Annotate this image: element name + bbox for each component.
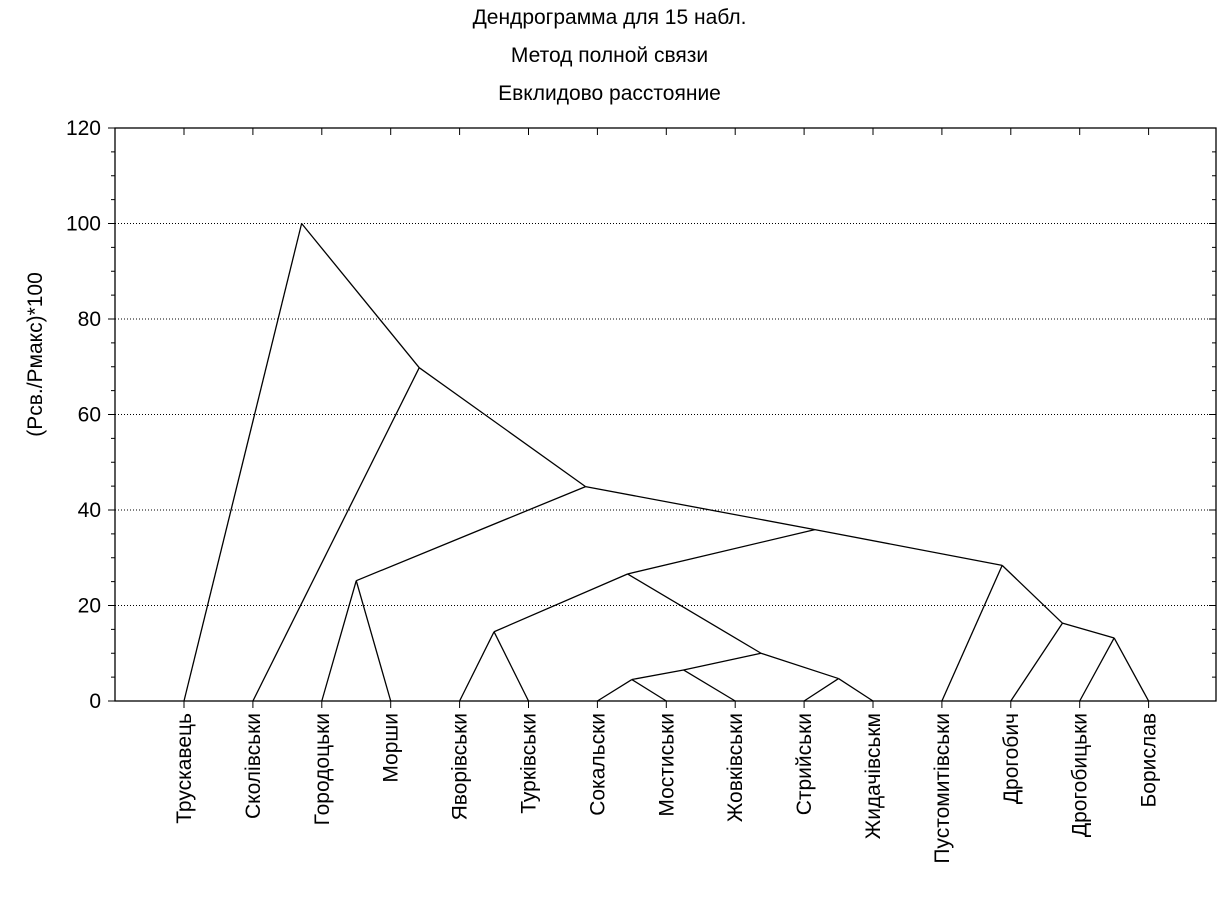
branch-segment [1079, 637, 1115, 702]
y-tick-label: 120 [66, 117, 101, 140]
branch-segment [585, 485, 815, 531]
y-tick-label: 100 [66, 213, 101, 236]
leaf-label: Пустомитівськи [931, 713, 954, 864]
branch-segment [597, 678, 633, 702]
leaf-label: Сколівськи [242, 713, 265, 819]
y-tick-label: 40 [78, 499, 101, 522]
leaf-label: Дрогобицьки [1069, 713, 1092, 837]
chart-title-line-3: Евклидово расстояние [498, 82, 721, 105]
branch-segment [355, 580, 392, 702]
branch-segment [1113, 637, 1150, 702]
branch-segment [683, 652, 762, 671]
leaf-label: Дрогобич [1000, 713, 1023, 804]
branch-segment [683, 669, 736, 702]
leaf-label: Борислав [1138, 713, 1161, 807]
leaf-label: Морши [380, 713, 403, 783]
branch-segment [760, 652, 839, 680]
leaf-label: Яворівськи [449, 713, 472, 820]
y-tick-label: 80 [78, 308, 101, 331]
branch-segment [1010, 622, 1064, 702]
axis-ticks [108, 127, 1216, 708]
branch-segment [1001, 564, 1063, 624]
leaf-label: Городоцьки [311, 713, 334, 825]
branch-segment [814, 528, 1003, 567]
branch-segment [321, 580, 357, 702]
leaf-label: Сокальски [586, 713, 609, 816]
branch-segment [803, 678, 839, 702]
branch-segment [459, 631, 495, 702]
branch-segment [631, 669, 684, 681]
branch-segment [301, 223, 420, 369]
leaf-label: Жовківськи [724, 713, 747, 822]
branch-segment [493, 631, 530, 702]
leaf-label: Трускавець [173, 713, 196, 824]
y-tick-label: 20 [78, 595, 101, 618]
branch-segment [356, 486, 586, 582]
dendrogram-branches [183, 223, 1150, 702]
axis-labels: 0 20 40 60 80 100 120 (Рсв./Рмакс)*100 Трускавец… [24, 117, 1161, 864]
leaf-label: Мостиськи [655, 713, 678, 817]
branch-segment [631, 678, 667, 702]
leaf-label: Жидачівськм [862, 713, 885, 839]
y-axis-label: (Рсв./Рмакс)*100 [24, 272, 47, 437]
branch-segment [1062, 622, 1115, 639]
branch-segment [838, 678, 874, 702]
y-tick-label: 60 [78, 404, 101, 427]
branch-segment [627, 573, 762, 654]
branch-segment [627, 528, 816, 575]
grid-lines [115, 223, 1216, 606]
chart-title-line-1: Дендрограмма для 15 набл. [472, 6, 747, 29]
leaf-label: Стрийськи [793, 713, 816, 815]
chart-title-line-2: Метод полной связи [510, 44, 709, 67]
y-tick-label: 0 [89, 690, 101, 713]
leaf-label: Турківськи [518, 713, 541, 814]
branch-segment [418, 367, 586, 488]
branch-segment [252, 367, 420, 702]
branch-segment [941, 565, 1003, 702]
branch-segment [183, 223, 303, 702]
branch-segment [493, 573, 628, 633]
